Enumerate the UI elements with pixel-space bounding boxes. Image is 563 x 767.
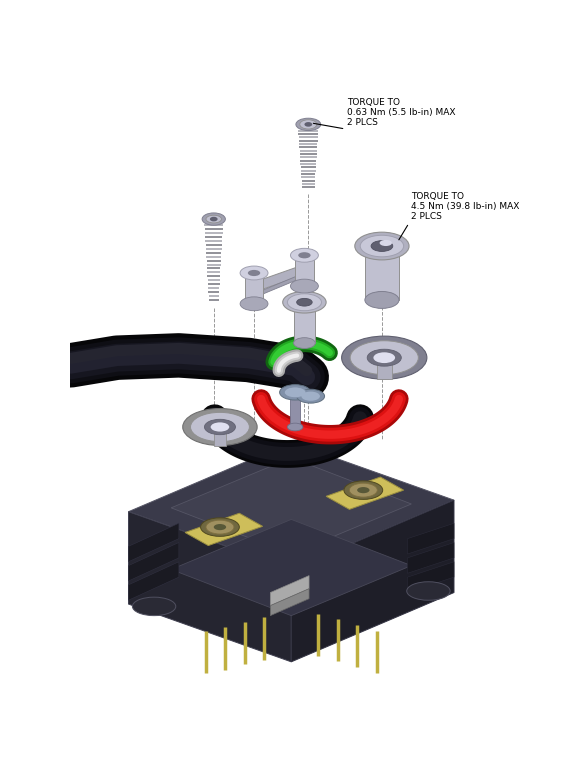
Text: TORQUE TO
4.5 Nm (39.8 lb-in) MAX
2 PLCS: TORQUE TO 4.5 Nm (39.8 lb-in) MAX 2 PLCS [410, 192, 519, 222]
Ellipse shape [248, 270, 260, 276]
Ellipse shape [214, 524, 226, 530]
Polygon shape [326, 477, 404, 509]
Ellipse shape [183, 409, 257, 446]
Ellipse shape [280, 384, 311, 400]
Polygon shape [214, 430, 226, 446]
Ellipse shape [284, 387, 306, 398]
Ellipse shape [283, 291, 326, 313]
Polygon shape [365, 246, 399, 300]
Ellipse shape [297, 298, 312, 306]
Ellipse shape [211, 423, 229, 432]
Ellipse shape [206, 520, 234, 534]
Polygon shape [258, 275, 301, 296]
Ellipse shape [132, 597, 176, 616]
Ellipse shape [200, 518, 239, 536]
Ellipse shape [355, 232, 409, 260]
Ellipse shape [240, 297, 268, 311]
Ellipse shape [367, 349, 401, 366]
Ellipse shape [296, 118, 321, 130]
Polygon shape [128, 523, 179, 561]
Ellipse shape [297, 390, 325, 403]
Ellipse shape [298, 252, 311, 258]
Ellipse shape [204, 420, 235, 435]
Ellipse shape [350, 341, 418, 374]
Ellipse shape [406, 581, 450, 601]
Ellipse shape [287, 294, 321, 311]
Ellipse shape [357, 487, 369, 493]
Ellipse shape [291, 249, 318, 262]
Polygon shape [128, 443, 454, 569]
Polygon shape [270, 589, 309, 616]
Polygon shape [185, 513, 262, 545]
Polygon shape [408, 523, 454, 554]
Ellipse shape [342, 336, 427, 379]
Ellipse shape [293, 337, 315, 348]
Ellipse shape [301, 392, 320, 401]
Polygon shape [128, 512, 291, 662]
Polygon shape [293, 302, 315, 343]
Polygon shape [291, 399, 300, 427]
Polygon shape [408, 561, 454, 593]
Polygon shape [128, 561, 179, 601]
Polygon shape [377, 361, 392, 379]
Ellipse shape [305, 122, 312, 127]
Ellipse shape [365, 291, 399, 308]
Ellipse shape [373, 352, 395, 363]
Ellipse shape [287, 423, 303, 431]
Ellipse shape [210, 217, 218, 222]
Polygon shape [171, 519, 412, 616]
Ellipse shape [202, 213, 225, 225]
Ellipse shape [291, 279, 318, 293]
Polygon shape [408, 542, 454, 573]
Polygon shape [171, 458, 412, 554]
Ellipse shape [344, 481, 383, 499]
Ellipse shape [206, 216, 221, 223]
Polygon shape [245, 273, 263, 304]
Ellipse shape [190, 413, 249, 442]
Ellipse shape [360, 235, 404, 257]
Ellipse shape [371, 241, 393, 252]
Polygon shape [254, 265, 305, 292]
Ellipse shape [300, 120, 317, 129]
Ellipse shape [379, 240, 392, 246]
Polygon shape [295, 255, 314, 286]
Ellipse shape [350, 483, 377, 497]
Ellipse shape [240, 266, 268, 280]
Polygon shape [291, 500, 454, 662]
Text: TORQUE TO
0.63 Nm (5.5 lb-in) MAX
2 PLCS: TORQUE TO 0.63 Nm (5.5 lb-in) MAX 2 PLCS [347, 97, 455, 127]
Polygon shape [270, 575, 309, 606]
Polygon shape [128, 542, 179, 581]
